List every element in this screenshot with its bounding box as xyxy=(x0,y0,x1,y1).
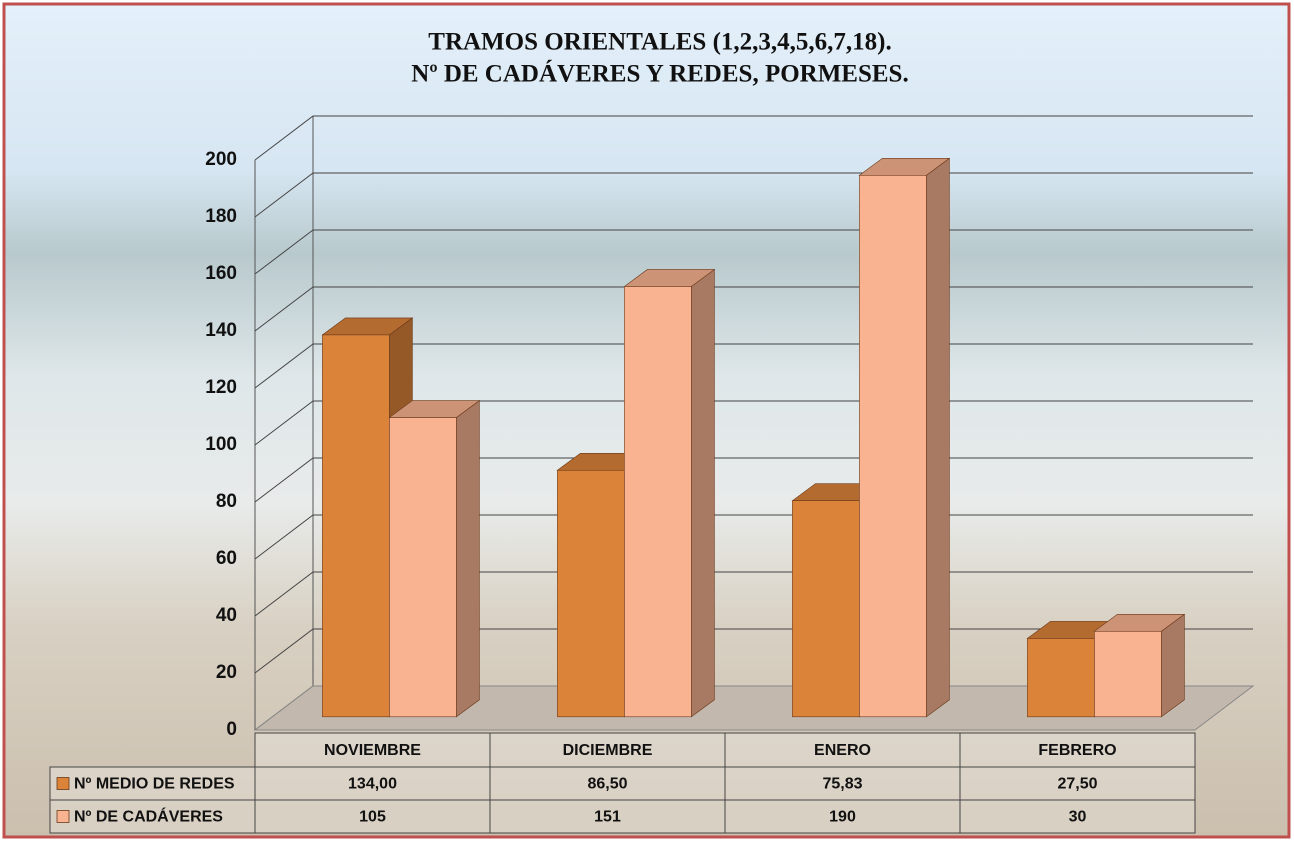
bar-side xyxy=(456,399,480,718)
bar xyxy=(322,334,390,718)
x-tick-label: FEBRERO xyxy=(1038,742,1116,759)
chart-subtitle: Nº DE CADÁVERES Y REDES, PORMESES. xyxy=(411,60,908,88)
legend-label: Nº MEDIO DE REDES xyxy=(74,776,235,793)
y-tick-label: 180 xyxy=(205,206,237,227)
table-value: 105 xyxy=(359,809,386,826)
bar xyxy=(1094,630,1162,718)
bar xyxy=(792,500,860,718)
y-tick-label: 80 xyxy=(216,491,237,512)
y-tick-label: 60 xyxy=(216,548,237,569)
bar-side xyxy=(691,268,715,718)
table-value: 86,50 xyxy=(587,776,627,793)
table-value: 151 xyxy=(594,809,621,826)
bar xyxy=(557,469,625,718)
table-value: 27,50 xyxy=(1057,776,1097,793)
y-tick-label: 40 xyxy=(216,605,237,626)
y-tick-label: 0 xyxy=(226,719,237,740)
x-tick-label: NOVIEMBRE xyxy=(324,742,421,759)
table-value: 75,83 xyxy=(822,776,862,793)
y-tick-label: 200 xyxy=(205,149,237,170)
y-tick-label: 100 xyxy=(205,434,237,455)
legend-swatch xyxy=(56,777,70,790)
y-tick-label: 20 xyxy=(216,662,237,683)
table-value: 30 xyxy=(1069,809,1087,826)
bar xyxy=(859,175,927,718)
x-tick-label: ENERO xyxy=(814,742,871,759)
y-tick-label: 160 xyxy=(205,263,237,284)
table-value: 134,00 xyxy=(348,776,397,793)
bar-side xyxy=(926,157,950,718)
chart-title: TRAMOS ORIENTALES (1,2,3,4,5,6,7,18). xyxy=(428,29,891,56)
legend-label: Nº DE CADÁVERES xyxy=(74,807,223,826)
legend-swatch xyxy=(56,810,70,823)
bar xyxy=(624,286,692,718)
grid-line xyxy=(254,115,1253,161)
bar-side xyxy=(1161,613,1185,718)
x-tick-label: DICIEMBRE xyxy=(563,742,653,759)
table-value: 190 xyxy=(829,809,856,826)
bar xyxy=(389,417,457,718)
y-tick-label: 120 xyxy=(205,377,237,398)
y-tick-label: 140 xyxy=(205,320,237,341)
bar xyxy=(1027,638,1095,718)
floor xyxy=(253,685,1255,731)
